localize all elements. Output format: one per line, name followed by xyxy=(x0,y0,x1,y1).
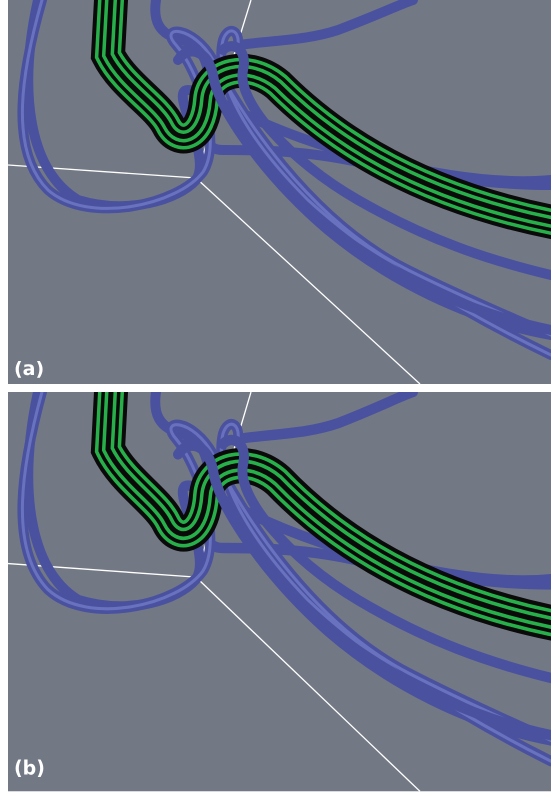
panel-label: (b) xyxy=(14,756,45,779)
panel-label: (a) xyxy=(14,358,44,380)
figure: (a) (b) xyxy=(0,0,551,792)
page: (a) (b) (() => { const data = JSON.parse… xyxy=(0,0,551,792)
rendering xyxy=(8,392,551,791)
panel-b: (b) xyxy=(8,392,551,791)
rendering xyxy=(8,0,551,384)
panel-a: (a) xyxy=(8,0,551,384)
